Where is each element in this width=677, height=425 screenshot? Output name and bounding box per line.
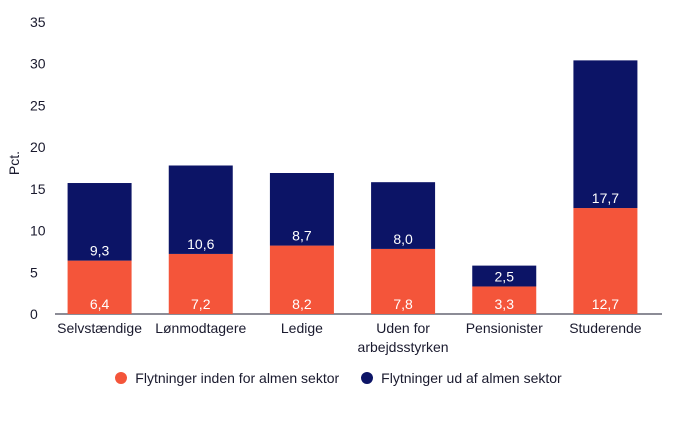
data-label-inden-2: 8,2 [292,296,312,312]
data-label-inden-1: 7,2 [191,296,211,312]
bar-inden-0 [67,260,132,314]
bar-inden-1 [168,253,233,314]
data-label-ud-1: 10,6 [187,236,214,252]
legend: Flytninger inden for almen sektor Flytni… [0,370,677,386]
bar-ud-5 [573,60,638,209]
data-label-ud-3: 8,0 [393,231,413,247]
y-tick-label: 25 [30,97,46,113]
data-label-ud-4: 2,5 [495,268,515,284]
bar-inden-5 [573,208,638,314]
legend-swatch-inden [115,372,128,384]
legend-label-inden: Flytninger inden for almen sektor [135,370,340,386]
data-label-inden-4: 3,3 [495,296,515,312]
x-tick-label: Lønmodtagere [155,320,246,336]
legend-label-ud: Flytninger ud af almen sektor [381,370,562,386]
bar-inden-2 [269,245,334,314]
bar-ud-4 [472,265,537,287]
y-tick-label: 20 [30,139,46,155]
bar-inden-3 [371,248,436,314]
legend-item-inden: Flytninger inden for almen sektor [115,370,339,386]
legend-item-ud: Flytninger ud af almen sektor [361,370,562,386]
legend-swatch-ud [361,372,374,384]
bar-ud-3 [371,182,436,249]
y-tick-label: 35 [30,14,46,30]
data-label-ud-0: 9,3 [90,243,110,259]
bar-inden-4 [472,286,537,314]
y-tick-label: 10 [30,223,46,239]
bar-ud-0 [67,183,132,261]
x-tick-label: arbejdsstyrken [358,339,449,355]
x-tick-label: Studerende [569,320,642,336]
x-tick-label: Selvstændige [57,320,142,336]
x-tick-label: Ledige [281,320,323,336]
data-label-ud-5: 17,7 [592,190,619,206]
y-tick-label: 5 [30,264,38,280]
y-axis-label: Pct. [6,151,22,175]
bar-ud-2 [269,173,334,246]
data-label-ud-2: 8,7 [292,228,312,244]
x-tick-label: Pensionister [466,320,543,336]
data-label-inden-0: 6,4 [90,296,110,312]
y-tick-label: 0 [30,306,38,322]
x-tick-label: Uden for [376,320,430,336]
data-label-inden-5: 12,7 [592,296,619,312]
y-tick-label: 15 [30,181,46,197]
data-label-inden-3: 7,8 [393,296,413,312]
y-tick-label: 30 [30,56,46,72]
bar-ud-1 [168,165,233,254]
